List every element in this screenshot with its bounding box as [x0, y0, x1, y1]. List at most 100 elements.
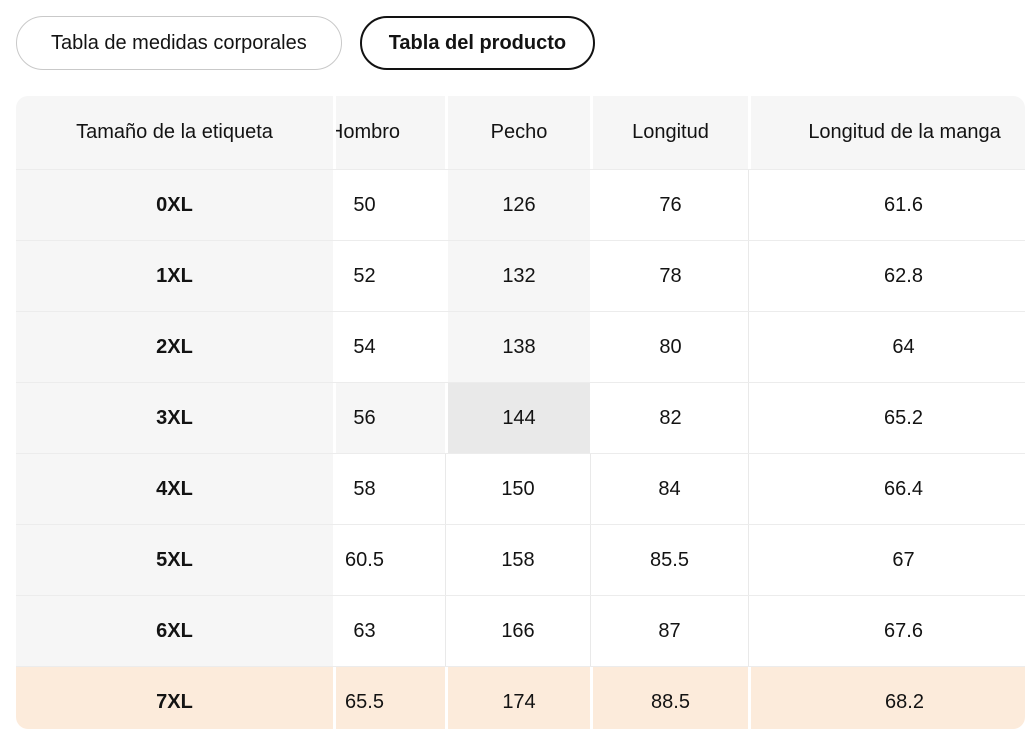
size-label-cell-3XL-0[interactable]: 3XL	[16, 383, 333, 453]
size-value-cell-2XL-1-label: 54	[353, 335, 376, 358]
column-header-4-label: Longitud de la manga	[808, 121, 1001, 143]
size-value-cell-2XL-3[interactable]: 80	[590, 312, 748, 382]
size-value-cell-1XL-1[interactable]: 52	[333, 241, 445, 311]
size-value-cell-0XL-1-label: 50	[353, 193, 376, 216]
column-header-0-label: Tamaño de la etiqueta	[76, 121, 273, 143]
size-value-cell-1XL-2[interactable]: 132	[445, 241, 590, 311]
size-value-cell-2XL-4[interactable]: 64	[748, 312, 1025, 382]
table-row-3XL: 3XL 56 144 82 65.2	[16, 382, 1025, 453]
table-row-4XL: 4XL 58 150 84 66.4	[16, 453, 1025, 524]
size-value-cell-5XL-2[interactable]: 158	[445, 525, 590, 595]
size-value-cell-7XL-2-label: 174	[502, 690, 536, 713]
size-label-cell-3XL-0-label: 3XL	[156, 406, 193, 429]
size-value-cell-6XL-4[interactable]: 67.6	[748, 596, 1025, 666]
size-label-cell-4XL-0[interactable]: 4XL	[16, 454, 333, 524]
size-value-cell-6XL-2[interactable]: 166	[445, 596, 590, 666]
column-header-1: Hombro	[333, 96, 445, 169]
product-size-table: Tamaño de la etiqueta Hombro Pecho Longitud…	[16, 96, 1025, 729]
column-header-3-label: Longitud	[632, 121, 709, 143]
size-value-cell-4XL-4-label: 66.4	[884, 477, 923, 500]
size-value-cell-7XL-4[interactable]: 68.2	[748, 667, 1025, 729]
size-value-cell-7XL-1[interactable]: 65.5	[333, 667, 445, 729]
size-value-cell-5XL-2-label: 158	[501, 548, 535, 571]
size-value-cell-3XL-3-label: 82	[659, 406, 682, 429]
size-value-cell-3XL-4[interactable]: 65.2	[748, 383, 1025, 453]
size-value-cell-4XL-1-label: 58	[353, 477, 376, 500]
size-value-cell-3XL-2[interactable]: 144	[445, 383, 590, 453]
size-value-cell-3XL-1-label: 56	[353, 406, 376, 429]
size-value-cell-5XL-4[interactable]: 67	[748, 525, 1025, 595]
size-value-cell-5XL-3-label: 85.5	[650, 548, 689, 571]
size-value-cell-6XL-1[interactable]: 63	[333, 596, 445, 666]
size-value-cell-2XL-2-label: 138	[502, 335, 536, 358]
size-value-cell-2XL-2[interactable]: 138	[445, 312, 590, 382]
size-value-cell-7XL-3-label: 88.5	[651, 690, 690, 713]
table-row-0XL: 0XL 50 126 76 61.6	[16, 169, 1025, 240]
table-header-row: Tamaño de la etiqueta Hombro Pecho Longitud…	[16, 96, 1025, 169]
size-value-cell-0XL-3[interactable]: 76	[590, 170, 748, 240]
size-value-cell-0XL-3-label: 76	[659, 193, 682, 216]
size-value-cell-5XL-1[interactable]: 60.5	[333, 525, 445, 595]
size-value-cell-1XL-4[interactable]: 62.8	[748, 241, 1025, 311]
size-label-cell-7XL-0[interactable]: 7XL	[16, 667, 333, 729]
size-value-cell-2XL-4-label: 64	[892, 335, 915, 358]
size-chart-tabs: Tabla de medidas corporales Tabla del pr…	[16, 16, 596, 70]
size-value-cell-1XL-4-label: 62.8	[884, 264, 923, 287]
size-value-cell-1XL-1-label: 52	[353, 264, 376, 287]
size-value-cell-6XL-3-label: 87	[658, 619, 681, 642]
size-value-cell-7XL-3[interactable]: 88.5	[590, 667, 748, 729]
size-label-cell-6XL-0[interactable]: 6XL	[16, 596, 333, 666]
size-label-cell-1XL-0[interactable]: 1XL	[16, 241, 333, 311]
size-value-cell-0XL-1[interactable]: 50	[333, 170, 445, 240]
size-label-cell-2XL-0[interactable]: 2XL	[16, 312, 333, 382]
size-value-cell-3XL-1[interactable]: 56	[333, 383, 445, 453]
size-label-cell-7XL-0-label: 7XL	[156, 690, 193, 713]
size-label-cell-6XL-0-label: 6XL	[156, 619, 193, 642]
size-label-cell-0XL-0[interactable]: 0XL	[16, 170, 333, 240]
size-value-cell-0XL-4-label: 61.6	[884, 193, 923, 216]
table-row-7XL: 7XL 65.5 174 88.5 68.2	[16, 666, 1025, 729]
tab-body-measurements[interactable]: Tabla de medidas corporales	[16, 16, 342, 70]
size-value-cell-1XL-3[interactable]: 78	[590, 241, 748, 311]
size-label-cell-5XL-0[interactable]: 5XL	[16, 525, 333, 595]
size-value-cell-4XL-1[interactable]: 58	[333, 454, 445, 524]
column-header-3: Longitud	[590, 96, 748, 169]
column-header-2-label: Pecho	[490, 121, 548, 143]
table-row-2XL: 2XL 54 138 80 64	[16, 311, 1025, 382]
size-value-cell-3XL-2-label: 144	[502, 406, 536, 429]
size-value-cell-4XL-2[interactable]: 150	[445, 454, 590, 524]
size-value-cell-6XL-3[interactable]: 87	[590, 596, 748, 666]
size-value-cell-1XL-3-label: 78	[659, 264, 682, 287]
size-value-cell-5XL-3[interactable]: 85.5	[590, 525, 748, 595]
tab-product-table[interactable]: Tabla del producto	[359, 16, 596, 70]
size-value-cell-7XL-2[interactable]: 174	[445, 667, 590, 729]
column-header-0: Tamaño de la etiqueta	[16, 96, 333, 169]
size-value-cell-2XL-3-label: 80	[659, 335, 682, 358]
size-value-cell-0XL-4[interactable]: 61.6	[748, 170, 1025, 240]
size-value-cell-0XL-2[interactable]: 126	[445, 170, 590, 240]
size-value-cell-0XL-2-label: 126	[502, 193, 536, 216]
size-value-cell-6XL-1-label: 63	[353, 619, 376, 642]
size-label-cell-4XL-0-label: 4XL	[156, 477, 193, 500]
size-value-cell-1XL-2-label: 132	[502, 264, 536, 287]
size-value-cell-6XL-4-label: 67.6	[884, 619, 923, 642]
size-value-cell-7XL-4-label: 68.2	[885, 690, 924, 713]
table-row-6XL: 6XL 63 166 87 67.6	[16, 595, 1025, 666]
size-value-cell-4XL-3[interactable]: 84	[590, 454, 748, 524]
size-value-cell-4XL-2-label: 150	[501, 477, 535, 500]
size-value-cell-6XL-2-label: 166	[501, 619, 535, 642]
size-label-cell-1XL-0-label: 1XL	[156, 264, 193, 287]
column-header-4: Longitud de la manga	[748, 96, 1025, 169]
size-label-cell-0XL-0-label: 0XL	[156, 193, 193, 216]
column-header-1-label: Hombro	[333, 121, 401, 143]
size-value-cell-7XL-1-label: 65.5	[345, 690, 384, 713]
size-value-cell-5XL-4-label: 67	[892, 548, 915, 571]
size-label-cell-5XL-0-label: 5XL	[156, 548, 193, 571]
size-value-cell-2XL-1[interactable]: 54	[333, 312, 445, 382]
size-value-cell-4XL-3-label: 84	[658, 477, 681, 500]
size-value-cell-3XL-3[interactable]: 82	[590, 383, 748, 453]
size-value-cell-4XL-4[interactable]: 66.4	[748, 454, 1025, 524]
table-row-5XL: 5XL 60.5 158 85.5 67	[16, 524, 1025, 595]
column-header-2: Pecho	[445, 96, 590, 169]
size-value-cell-3XL-4-label: 65.2	[884, 406, 923, 429]
